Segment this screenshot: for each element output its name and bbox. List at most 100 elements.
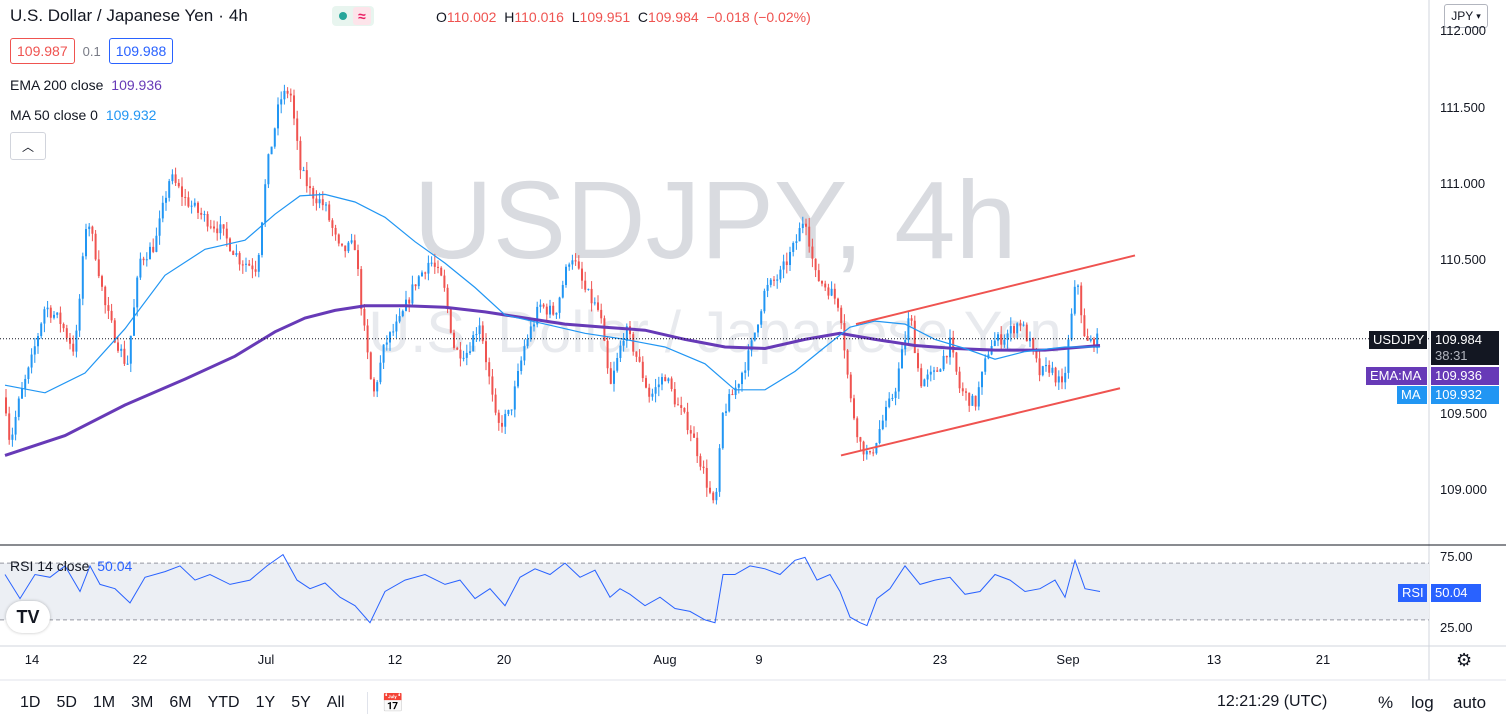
candle-body bbox=[293, 95, 295, 119]
price-tick: 110.500 bbox=[1440, 252, 1487, 267]
candle-body bbox=[142, 258, 145, 261]
candle-body bbox=[792, 242, 795, 252]
candle-body bbox=[1086, 336, 1089, 341]
candle-body bbox=[321, 199, 324, 206]
symbol-title[interactable]: U.S. Dollar / Japanese Yen bbox=[10, 6, 214, 25]
candle-body bbox=[705, 468, 708, 488]
candle-body bbox=[289, 93, 292, 96]
candle-body bbox=[568, 264, 571, 267]
candle-body bbox=[72, 343, 75, 352]
settings-gear-icon[interactable]: ⚙ bbox=[1456, 650, 1473, 670]
market-status-pill[interactable]: ≈ bbox=[331, 6, 374, 26]
candle-body bbox=[645, 378, 647, 388]
wave-icon[interactable]: ≈ bbox=[352, 7, 371, 25]
candle-body bbox=[302, 170, 305, 172]
candle-body bbox=[526, 338, 529, 347]
open-label: O bbox=[436, 9, 447, 25]
log-scale-toggle[interactable]: log bbox=[1411, 693, 1434, 712]
candle-body bbox=[341, 243, 343, 246]
candle-body bbox=[789, 251, 791, 266]
candle-body bbox=[475, 334, 478, 336]
candle-body bbox=[545, 306, 548, 315]
range-5d-button[interactable]: 5D bbox=[56, 694, 77, 711]
rsi-legend[interactable]: RSI 14 close 50.04 bbox=[10, 558, 132, 574]
candle-body bbox=[94, 233, 97, 260]
buy-button[interactable]: 109.988 bbox=[108, 38, 174, 64]
candle-body bbox=[232, 251, 235, 256]
ma-legend[interactable]: MA 50 close 0 109.932 bbox=[10, 107, 156, 123]
ema-legend[interactable]: EMA 200 close 109.936 bbox=[10, 77, 162, 93]
range-1d-button[interactable]: 1D bbox=[20, 694, 41, 711]
tradingview-logo-icon[interactable]: TV bbox=[6, 601, 50, 633]
currency-button[interactable]: JPY ▾ bbox=[1444, 4, 1488, 28]
candle-body bbox=[350, 240, 353, 243]
candle-body bbox=[129, 335, 132, 364]
candle-body bbox=[929, 371, 932, 375]
range-all-button[interactable]: All bbox=[326, 694, 345, 711]
range-1m-button[interactable]: 1M bbox=[92, 694, 116, 711]
range-5y-button[interactable]: 5Y bbox=[291, 694, 311, 711]
currency-label: JPY bbox=[1451, 9, 1474, 23]
channel-lower-trendline[interactable] bbox=[840, 387, 1121, 457]
clock-time[interactable]: 12:21:29 (UTC) bbox=[1217, 693, 1328, 710]
candle-body bbox=[152, 246, 155, 252]
candle-body bbox=[446, 287, 449, 309]
candle-body bbox=[622, 340, 625, 346]
candle-body bbox=[270, 146, 273, 155]
high-value: 110.016 bbox=[514, 9, 564, 25]
candle-body bbox=[1022, 324, 1025, 326]
candle-body bbox=[401, 310, 404, 317]
candle-body bbox=[673, 389, 676, 405]
candle-body bbox=[833, 288, 836, 299]
interval-label[interactable]: 4h bbox=[228, 6, 248, 25]
candle-body bbox=[1019, 323, 1022, 326]
candle-body bbox=[334, 227, 337, 235]
bottom-toolbar: 1D 5D 1M 3M 6M YTD 1Y 5Y All 📅 12:21:29 … bbox=[0, 680, 1506, 726]
toolbar-divider bbox=[366, 692, 368, 714]
date-tick: Aug bbox=[653, 652, 677, 667]
range-6m-button[interactable]: 6M bbox=[169, 694, 192, 711]
candle-body bbox=[734, 387, 737, 396]
candle-body bbox=[43, 309, 46, 324]
channel-upper-trendline[interactable] bbox=[855, 254, 1136, 326]
candle-body bbox=[491, 376, 494, 395]
candle-body bbox=[229, 238, 231, 252]
candle-body bbox=[885, 406, 887, 421]
candle-body bbox=[312, 188, 315, 199]
candle-body bbox=[161, 202, 164, 219]
candle-body bbox=[872, 452, 875, 454]
candle-body bbox=[1080, 285, 1083, 316]
candle-body bbox=[75, 330, 78, 352]
goto-date-calendar-icon[interactable]: 📅 bbox=[381, 692, 404, 713]
range-3m-button[interactable]: 3M bbox=[131, 694, 154, 711]
candle-body bbox=[462, 357, 465, 359]
date-tick: 12 bbox=[387, 652, 403, 667]
candle-body bbox=[750, 340, 753, 351]
range-ytd-button[interactable]: YTD bbox=[207, 694, 240, 711]
candle-body bbox=[1051, 367, 1054, 373]
close-value: 109.984 bbox=[648, 9, 699, 25]
candle-body bbox=[897, 368, 900, 392]
range-1y-button[interactable]: 1Y bbox=[255, 694, 276, 711]
percent-scale-toggle[interactable]: % bbox=[1378, 693, 1394, 712]
candle-body bbox=[478, 325, 481, 335]
candle-body bbox=[840, 307, 843, 324]
candle-body bbox=[283, 90, 286, 100]
chevron-up-icon: ︿ bbox=[21, 139, 34, 154]
ema-price-value: 109.936 bbox=[1431, 367, 1499, 385]
candle-body bbox=[37, 336, 39, 347]
candle-body bbox=[894, 391, 897, 398]
candle-body bbox=[1083, 315, 1086, 337]
collapse-legend-button[interactable]: ︿ bbox=[10, 132, 46, 160]
candle-body bbox=[510, 409, 513, 411]
candle-body bbox=[827, 287, 830, 296]
candle-body bbox=[520, 360, 523, 372]
watermark-symbol: USDJPY, 4h bbox=[413, 159, 1016, 282]
auto-scale-toggle[interactable]: auto bbox=[1453, 693, 1487, 712]
candle-body bbox=[357, 250, 359, 270]
candle-body bbox=[209, 226, 212, 228]
candle-body bbox=[849, 374, 852, 399]
sell-button[interactable]: 109.987 bbox=[10, 38, 75, 64]
close-label: C bbox=[637, 9, 649, 25]
